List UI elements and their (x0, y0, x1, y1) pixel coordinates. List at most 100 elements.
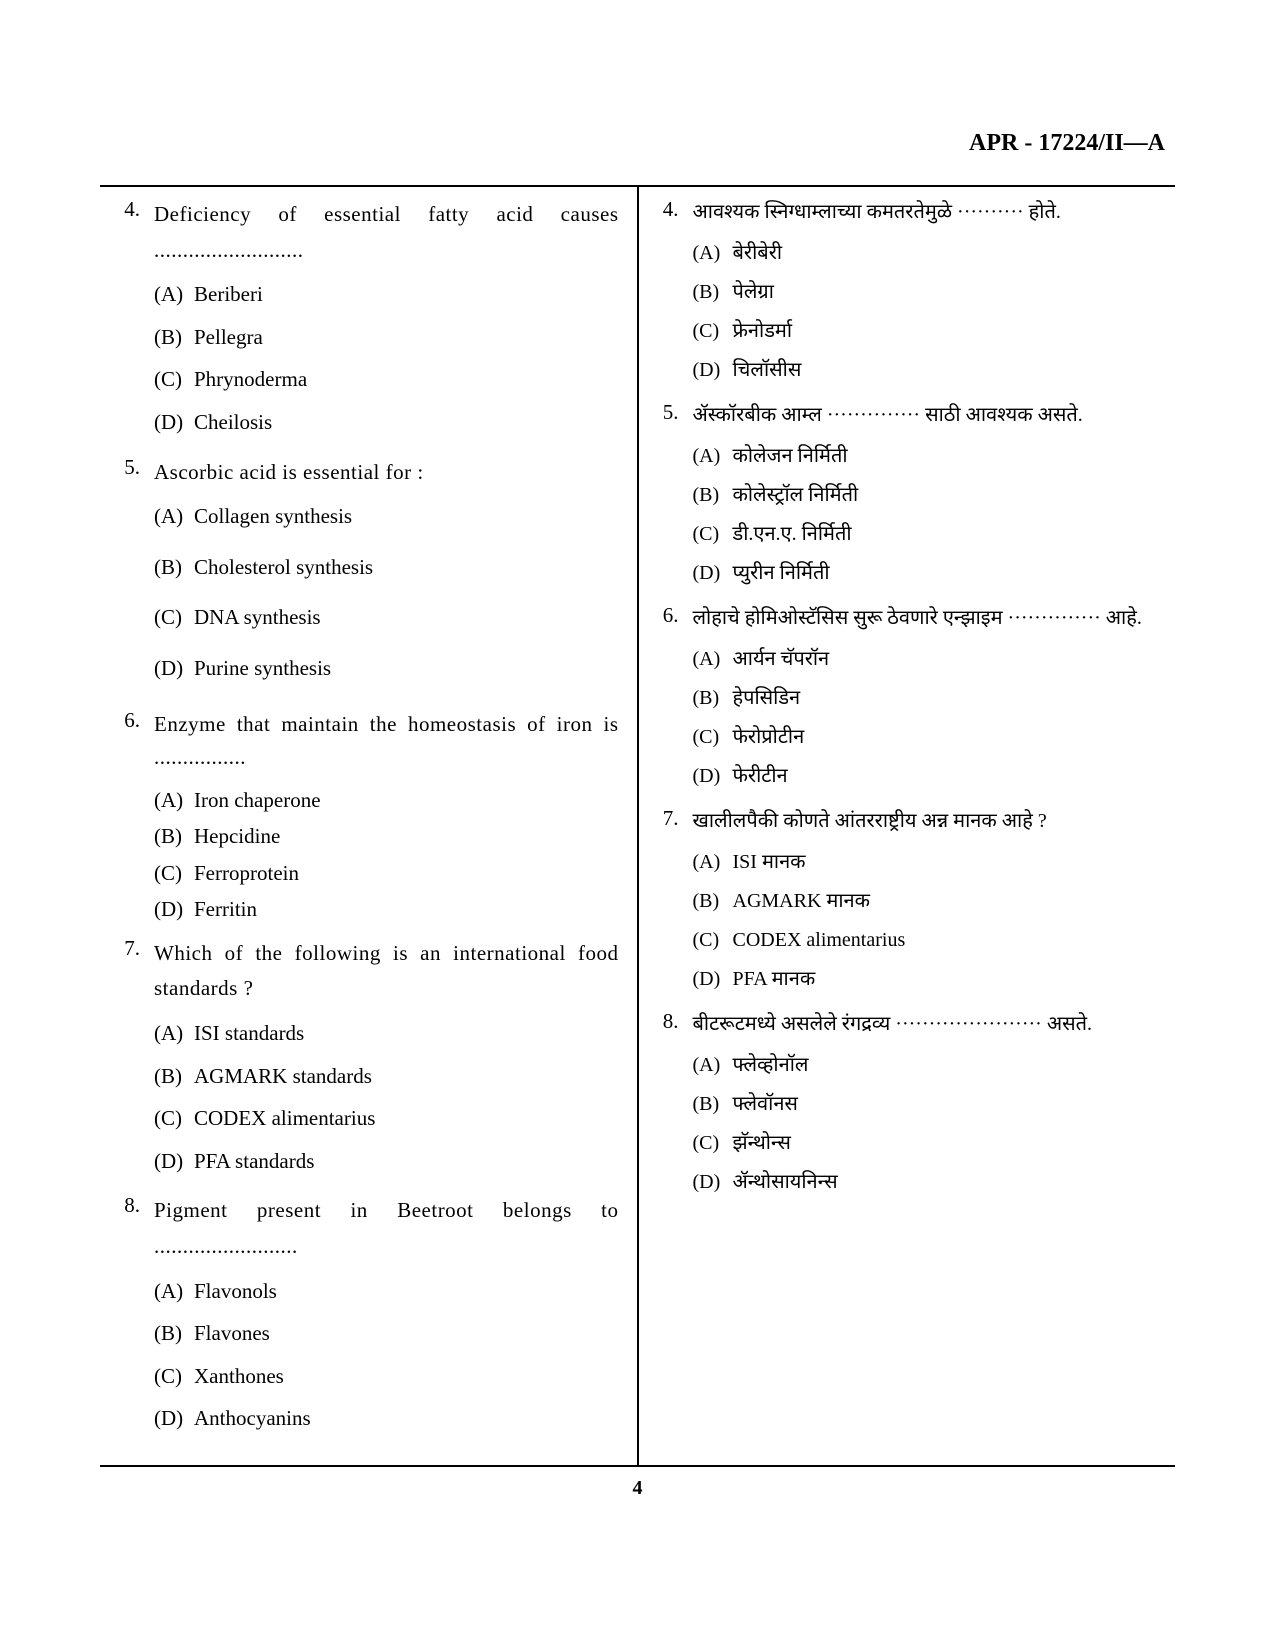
question-number: 7. (649, 806, 693, 1003)
option-label: (B) (154, 321, 194, 354)
option-a: (A)Iron chaperone (154, 784, 619, 817)
option-text: चिलॉसीस (733, 355, 1158, 386)
option-label: (D) (693, 1167, 733, 1198)
option-label: (B) (693, 1089, 733, 1120)
option-text: ISI मानक (733, 847, 1158, 878)
option-a: (A)Beriberi (154, 278, 619, 311)
option-c: (C)डी.एन.ए. निर्मिती (693, 519, 1158, 550)
option-text: फेरीटीन (733, 761, 1158, 792)
option-a: (A)आर्यन चॅपरॉन (693, 644, 1158, 675)
option-d: (D)प्युरीन निर्मिती (693, 558, 1158, 589)
question-number: 8. (110, 1193, 154, 1445)
question-body: बीटरूटमध्ये असलेले रंगद्रव्य ···········… (693, 1009, 1158, 1206)
option-text: डी.एन.ए. निर्मिती (733, 519, 1158, 550)
question-8-mr: 8. बीटरूटमध्ये असलेले रंगद्रव्य ········… (649, 1009, 1158, 1206)
option-label: (B) (693, 480, 733, 511)
options-list: (A)ISI standards (B)AGMARK standards (C)… (154, 1017, 619, 1177)
exam-page: APR - 17224/II—A 4. Deficiency of essent… (0, 0, 1275, 1540)
options-list: (A)आर्यन चॅपरॉन (B)हेपसिडिन (C)फेरोप्रोट… (693, 644, 1158, 792)
option-d: (D)PFA मानक (693, 964, 1158, 995)
question-4-en: 4. Deficiency of essential fatty acid ca… (110, 197, 619, 449)
options-list: (A)फ्लेव्होनॉल (B)फ्लेवॉनस (C)झॅन्थोन्स … (693, 1050, 1158, 1198)
option-label: (B) (154, 551, 194, 584)
option-label: (C) (693, 722, 733, 753)
question-stem: बीटरूटमध्ये असलेले रंगद्रव्य ···········… (693, 1009, 1158, 1040)
option-d: (D)ॲन्थोसायनिन्स (693, 1167, 1158, 1198)
question-stem: Enzyme that maintain the homeostasis of … (154, 708, 619, 773)
option-text: Cheilosis (194, 406, 619, 439)
options-list: (A)Collagen synthesis (B)Cholesterol syn… (154, 500, 619, 684)
option-text: PFA standards (194, 1145, 619, 1178)
option-label: (D) (693, 355, 733, 386)
option-a: (A)ISI standards (154, 1017, 619, 1050)
options-list: (A)Beriberi (B)Pellegra (C)Phrynoderma (… (154, 278, 619, 438)
question-number: 4. (110, 197, 154, 449)
option-c: (C)झॅन्थोन्स (693, 1128, 1158, 1159)
option-c: (C)फेरोप्रोटीन (693, 722, 1158, 753)
column-marathi: 4. आवश्यक स्निग्धाम्लाच्या कमतरतेमुळे ··… (639, 187, 1176, 1465)
option-label: (C) (693, 519, 733, 550)
option-text: बेरीबेरी (733, 238, 1158, 269)
option-c: (C)CODEX alimentarius (154, 1102, 619, 1135)
option-label: (D) (693, 964, 733, 995)
option-d: (D)फेरीटीन (693, 761, 1158, 792)
option-label: (A) (693, 441, 733, 472)
option-text: हेपसिडिन (733, 683, 1158, 714)
question-stem: आवश्यक स्निग्धाम्लाच्या कमतरतेमुळे ·····… (693, 197, 1158, 228)
option-text: प्युरीन निर्मिती (733, 558, 1158, 589)
option-label: (B) (154, 1060, 194, 1093)
option-text: फ्लेवॉनस (733, 1089, 1158, 1120)
option-text: पेलेग्रा (733, 277, 1158, 308)
page-number: 4 (100, 1477, 1175, 1500)
option-a: (A)फ्लेव्होनॉल (693, 1050, 1158, 1081)
question-number: 7. (110, 936, 154, 1188)
option-d: (D)Ferritin (154, 893, 619, 926)
question-stem: Ascorbic acid is essential for : (154, 455, 619, 491)
option-label: (B) (693, 277, 733, 308)
option-label: (B) (693, 683, 733, 714)
option-text: Anthocyanins (194, 1402, 619, 1435)
option-label: (D) (154, 406, 194, 439)
question-body: आवश्यक स्निग्धाम्लाच्या कमतरतेमुळे ·····… (693, 197, 1158, 394)
option-a: (A)बेरीबेरी (693, 238, 1158, 269)
option-b: (B)Pellegra (154, 321, 619, 354)
column-english: 4. Deficiency of essential fatty acid ca… (100, 187, 637, 1465)
question-number: 5. (110, 455, 154, 703)
option-text: Xanthones (194, 1360, 619, 1393)
option-a: (A)ISI मानक (693, 847, 1158, 878)
options-list: (A)बेरीबेरी (B)पेलेग्रा (C)फ्रेनोडर्मा (… (693, 238, 1158, 386)
option-c: (C)फ्रेनोडर्मा (693, 316, 1158, 347)
option-b: (B)कोलेस्ट्रॉल निर्मिती (693, 480, 1158, 511)
option-b: (B)Flavones (154, 1317, 619, 1350)
question-stem: ॲस्कॉरबीक आम्ल ·············· साठी आवश्य… (693, 400, 1158, 431)
option-text: आर्यन चॅपरॉन (733, 644, 1158, 675)
question-number: 5. (649, 400, 693, 597)
question-stem: Pigment present in Beetroot belongs to .… (154, 1193, 619, 1264)
option-label: (C) (154, 1102, 194, 1135)
option-label: (C) (154, 601, 194, 634)
option-label: (C) (693, 925, 733, 956)
question-4-mr: 4. आवश्यक स्निग्धाम्लाच्या कमतरतेमुळे ··… (649, 197, 1158, 394)
option-label: (A) (154, 784, 194, 817)
option-b: (B)फ्लेवॉनस (693, 1089, 1158, 1120)
option-b: (B)Cholesterol synthesis (154, 551, 619, 584)
question-7-en: 7. Which of the following is an internat… (110, 936, 619, 1188)
question-stem: खालीलपैकी कोणते आंतरराष्ट्रीय अन्न मानक … (693, 806, 1158, 837)
option-b: (B)हेपसिडिन (693, 683, 1158, 714)
option-label: (C) (154, 1360, 194, 1393)
option-label: (D) (154, 652, 194, 685)
option-d: (D)चिलॉसीस (693, 355, 1158, 386)
option-text: CODEX alimentarius (733, 925, 1158, 956)
question-number: 4. (649, 197, 693, 394)
option-label: (D) (693, 761, 733, 792)
options-list: (A)ISI मानक (B)AGMARK मानक (C)CODEX alim… (693, 847, 1158, 995)
option-text: कोलेस्ट्रॉल निर्मिती (733, 480, 1158, 511)
option-text: AGMARK मानक (733, 886, 1158, 917)
question-columns: 4. Deficiency of essential fatty acid ca… (100, 185, 1175, 1467)
option-label: (D) (693, 558, 733, 589)
question-body: ॲस्कॉरबीक आम्ल ·············· साठी आवश्य… (693, 400, 1158, 597)
option-label: (A) (693, 644, 733, 675)
question-6-mr: 6. लोहाचे होमिओस्टॅसिस सुरू ठेवणारे एन्झ… (649, 603, 1158, 800)
option-text: Flavones (194, 1317, 619, 1350)
question-5-mr: 5. ॲस्कॉरबीक आम्ल ·············· साठी आव… (649, 400, 1158, 597)
